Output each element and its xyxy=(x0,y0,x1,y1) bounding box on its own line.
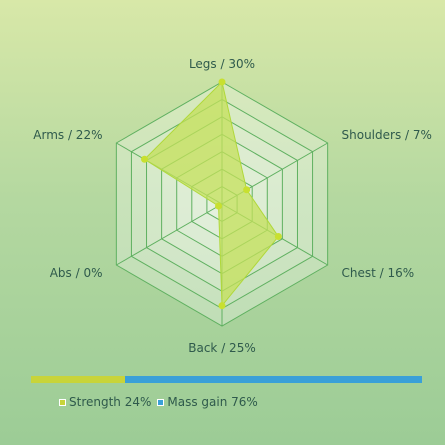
legend: Strength 24% Mass gain 76% xyxy=(59,394,264,410)
legend-item-mass-gain: Mass gain 76% xyxy=(157,395,258,409)
axis-label-abs: Abs / 0% xyxy=(50,266,103,280)
split-bar xyxy=(31,376,422,383)
data-point-chest xyxy=(274,233,282,241)
spoke-abs xyxy=(116,203,223,266)
legend-label-mass-gain: Mass gain 76% xyxy=(167,395,258,409)
data-point-back xyxy=(218,302,226,310)
split-bar-mass-gain xyxy=(124,376,422,383)
radar-chart: Legs / 30% Shoulders / 7% Chest / 16% Back … xyxy=(33,57,432,355)
legend-label-strength: Strength 24% xyxy=(69,395,152,409)
axis-label-arms: Arms / 22% xyxy=(33,128,102,142)
data-point-arms xyxy=(141,155,149,163)
legend-swatch-mass-gain xyxy=(157,398,165,406)
split-bar-strength xyxy=(31,376,125,383)
axis-label-shoulders: Shoulders / 7% xyxy=(342,128,432,142)
radar-axis-labels: Legs / 30% Shoulders / 7% Chest / 16% Back … xyxy=(33,57,432,355)
data-point-shoulders xyxy=(243,186,251,194)
axis-label-chest: Chest / 16% xyxy=(342,266,415,280)
axis-label-legs: Legs / 30% xyxy=(189,57,255,71)
data-point-abs xyxy=(215,202,223,210)
legend-item-strength: Strength 24% xyxy=(59,395,151,409)
data-point-legs xyxy=(218,78,226,86)
axis-label-back: Back / 25% xyxy=(188,341,255,355)
legend-swatch-strength xyxy=(59,398,66,406)
radar-data-points xyxy=(141,78,282,310)
